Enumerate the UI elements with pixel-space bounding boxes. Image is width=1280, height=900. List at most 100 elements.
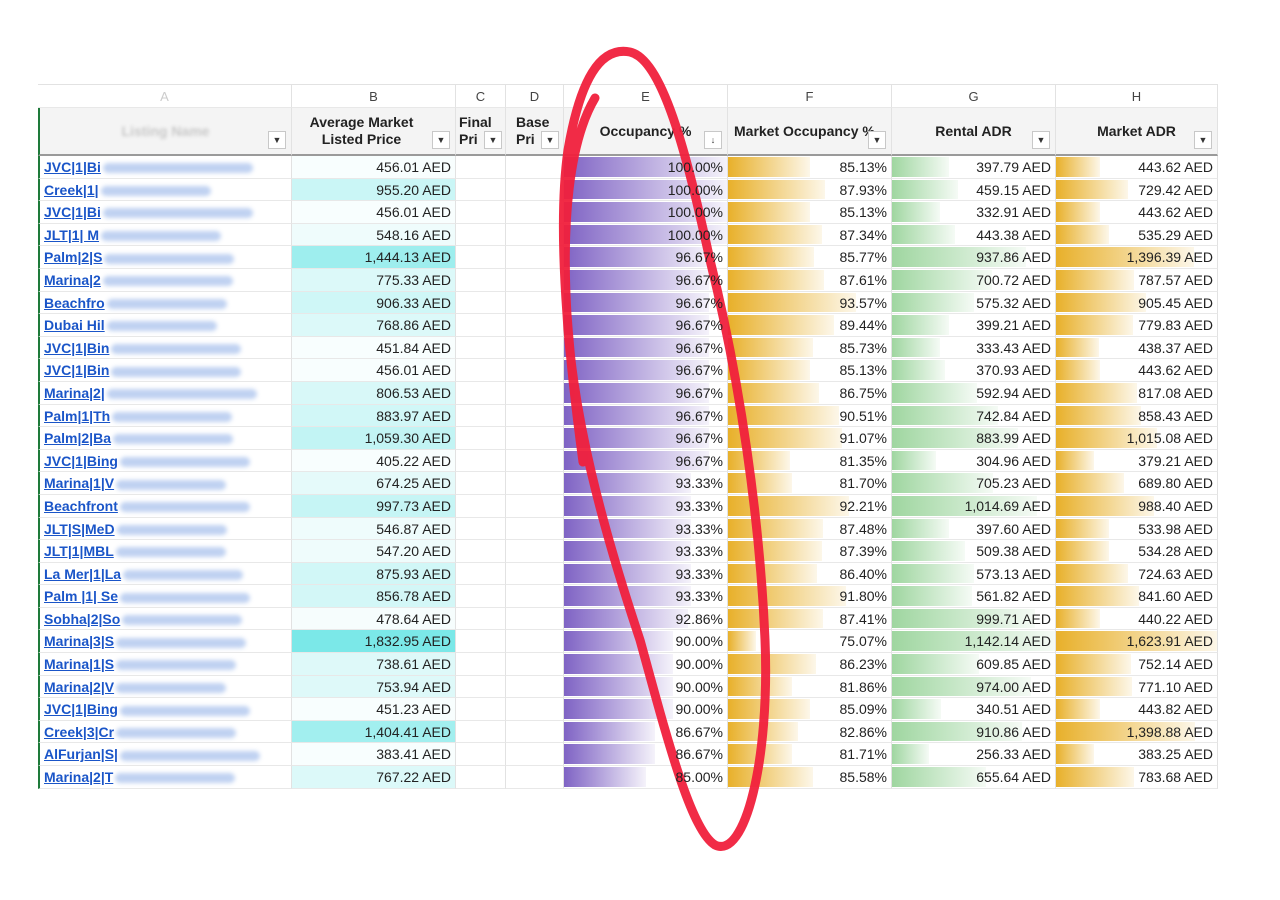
avg-market-price-cell[interactable]: 547.20 AED [292,540,456,563]
market-adr-cell[interactable]: 689.80 AED [1056,472,1218,495]
final-price-cell[interactable] [456,223,506,247]
avg-market-price-cell[interactable]: 906.33 AED [292,291,456,315]
market-occupancy-cell[interactable]: 81.35% [728,449,892,473]
listing-name-link[interactable]: JLT|1| M [38,223,292,247]
occupancy-cell[interactable]: 96.67% [564,336,728,360]
market-occupancy-cell[interactable]: 91.80% [728,585,892,608]
occupancy-cell[interactable]: 93.33% [564,472,728,495]
avg-market-price-cell[interactable]: 753.94 AED [292,675,456,699]
avg-market-price-cell[interactable]: 738.61 AED [292,653,456,676]
rental-adr-cell[interactable]: 999.71 AED [892,607,1056,631]
listing-name-link[interactable]: JVC|1|Bi [38,156,292,179]
occupancy-cell[interactable]: 93.33% [564,562,728,586]
base-price-cell[interactable] [506,314,564,337]
rental-adr-cell[interactable]: 1,142.14 AED [892,630,1056,654]
avg-market-price-cell[interactable]: 405.22 AED [292,449,456,473]
market-adr-cell[interactable]: 443.62 AED [1056,156,1218,179]
market-occupancy-cell[interactable]: 91.07% [728,427,892,450]
avg-market-price-cell[interactable]: 383.41 AED [292,743,456,767]
avg-market-price-cell[interactable]: 1,832.95 AED [292,630,456,654]
rental-adr-cell[interactable]: 937.86 AED [892,246,1056,269]
final-price-cell[interactable] [456,517,506,541]
occupancy-cell[interactable]: 93.33% [564,517,728,541]
market-adr-cell[interactable]: 729.42 AED [1056,178,1218,202]
rental-adr-cell[interactable]: 397.79 AED [892,156,1056,179]
market-adr-cell[interactable]: 988.40 AED [1056,494,1218,518]
avg-market-price-cell[interactable]: 1,059.30 AED [292,427,456,450]
rental-adr-cell[interactable]: 1,014.69 AED [892,494,1056,518]
listing-name-link[interactable]: Creek|3|Cr [38,720,292,744]
occupancy-cell[interactable]: 90.00% [564,675,728,699]
rental-adr-cell[interactable]: 399.21 AED [892,314,1056,337]
base-price-cell[interactable] [506,743,564,767]
occupancy-cell[interactable]: 93.33% [564,585,728,608]
listing-name-link[interactable]: JVC|1|Bin [38,359,292,382]
final-price-cell[interactable] [456,675,506,699]
rental-adr-cell[interactable]: 509.38 AED [892,540,1056,563]
occupancy-cell[interactable]: 93.33% [564,494,728,518]
market-occupancy-cell[interactable]: 87.41% [728,607,892,631]
final-price-cell[interactable] [456,178,506,202]
base-price-cell[interactable] [506,720,564,744]
market-adr-cell[interactable]: 841.60 AED [1056,585,1218,608]
occupancy-cell[interactable]: 96.67% [564,381,728,405]
listing-name-link[interactable]: Palm|1|Th [38,404,292,428]
base-price-cell[interactable] [506,427,564,450]
rental-adr-cell[interactable]: 742.84 AED [892,404,1056,428]
occupancy-cell[interactable]: 85.00% [564,766,728,789]
filter-dropdown-icon[interactable]: ▼ [432,131,450,149]
final-price-cell[interactable] [456,359,506,382]
avg-market-price-cell[interactable]: 456.01 AED [292,156,456,179]
listing-name-link[interactable]: Creek|1| [38,178,292,202]
listing-name-link[interactable]: JLT|S|MeD [38,517,292,541]
base-price-cell[interactable] [506,517,564,541]
filter-dropdown-icon[interactable]: ▼ [1032,131,1050,149]
filter-dropdown-icon[interactable]: ▼ [484,131,502,149]
listing-name-link[interactable]: Palm|2|Ba [38,427,292,450]
market-occupancy-cell[interactable]: 85.13% [728,156,892,179]
rental-adr-cell[interactable]: 609.85 AED [892,653,1056,676]
market-occupancy-cell[interactable]: 87.39% [728,540,892,563]
base-price-cell[interactable] [506,359,564,382]
market-adr-cell[interactable]: 724.63 AED [1056,562,1218,586]
base-price-cell[interactable] [506,585,564,608]
base-price-cell[interactable] [506,268,564,292]
final-price-cell[interactable] [456,201,506,224]
occupancy-cell[interactable]: 96.67% [564,449,728,473]
base-price-cell[interactable] [506,494,564,518]
avg-market-price-cell[interactable]: 775.33 AED [292,268,456,292]
avg-market-price-cell[interactable]: 546.87 AED [292,517,456,541]
avg-market-price-cell[interactable]: 806.53 AED [292,381,456,405]
market-occupancy-cell[interactable]: 75.07% [728,630,892,654]
avg-market-price-cell[interactable]: 768.86 AED [292,314,456,337]
rental-adr-cell[interactable]: 256.33 AED [892,743,1056,767]
rental-adr-cell[interactable]: 304.96 AED [892,449,1056,473]
base-price-cell[interactable] [506,540,564,563]
occupancy-cell[interactable]: 90.00% [564,698,728,721]
base-price-cell[interactable] [506,246,564,269]
market-occupancy-cell[interactable]: 90.51% [728,404,892,428]
occupancy-cell[interactable]: 96.67% [564,246,728,269]
avg-market-price-cell[interactable]: 955.20 AED [292,178,456,202]
market-occupancy-cell[interactable]: 82.86% [728,720,892,744]
market-occupancy-cell[interactable]: 86.75% [728,381,892,405]
market-adr-cell[interactable]: 534.28 AED [1056,540,1218,563]
market-occupancy-cell[interactable]: 87.48% [728,517,892,541]
avg-market-price-cell[interactable]: 856.78 AED [292,585,456,608]
listing-name-link[interactable]: Marina|1|V [38,472,292,495]
listing-name-link[interactable]: Marina|2|T [38,766,292,789]
avg-market-price-cell[interactable]: 548.16 AED [292,223,456,247]
market-adr-cell[interactable]: 379.21 AED [1056,449,1218,473]
base-price-cell[interactable] [506,562,564,586]
rental-adr-cell[interactable]: 700.72 AED [892,268,1056,292]
column-letter-d[interactable]: D [506,84,564,108]
column-letter-f[interactable]: F [728,84,892,108]
occupancy-cell[interactable]: 100.00% [564,223,728,247]
avg-market-price-cell[interactable]: 456.01 AED [292,201,456,224]
listing-name-link[interactable]: AlFurjan|S| [38,743,292,767]
market-occupancy-cell[interactable]: 93.57% [728,291,892,315]
market-occupancy-cell[interactable]: 85.73% [728,336,892,360]
filter-dropdown-icon[interactable]: ▼ [268,131,286,149]
final-price-cell[interactable] [456,156,506,179]
filter-dropdown-icon[interactable]: ▼ [1194,131,1212,149]
